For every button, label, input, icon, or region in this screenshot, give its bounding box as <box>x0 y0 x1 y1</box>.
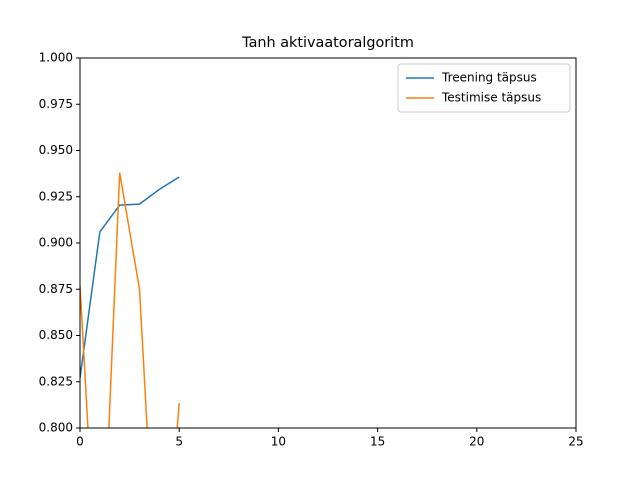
legend-label: Testimise täpsus <box>441 91 541 105</box>
x-tick-label: 10 <box>271 435 286 449</box>
x-tick-label: 15 <box>370 435 385 449</box>
y-tick-label: 0.800 <box>39 421 73 435</box>
plot-area <box>80 172 180 428</box>
data-line <box>80 172 180 428</box>
x-tick-label: 0 <box>76 435 84 449</box>
y-tick-label: 0.900 <box>39 236 73 250</box>
y-tick-label: 0.925 <box>39 189 73 203</box>
legend-box <box>397 63 571 113</box>
x-tick-label: 20 <box>469 435 484 449</box>
y-tick-label: 0.850 <box>39 328 73 342</box>
y-tick-label: 0.950 <box>39 143 73 157</box>
y-tick-label: 1.000 <box>39 51 73 65</box>
y-tick-label: 0.975 <box>39 97 73 111</box>
y-tick-label: 0.875 <box>39 282 73 296</box>
legend-label: Treening täpsus <box>441 71 537 85</box>
x-tick-label: 25 <box>568 435 583 449</box>
x-tick-label: 5 <box>175 435 183 449</box>
data-line <box>80 176 180 379</box>
y-tick-label: 0.825 <box>39 374 73 388</box>
chart-title: Tanh aktivaatoralgoritm <box>241 35 414 51</box>
